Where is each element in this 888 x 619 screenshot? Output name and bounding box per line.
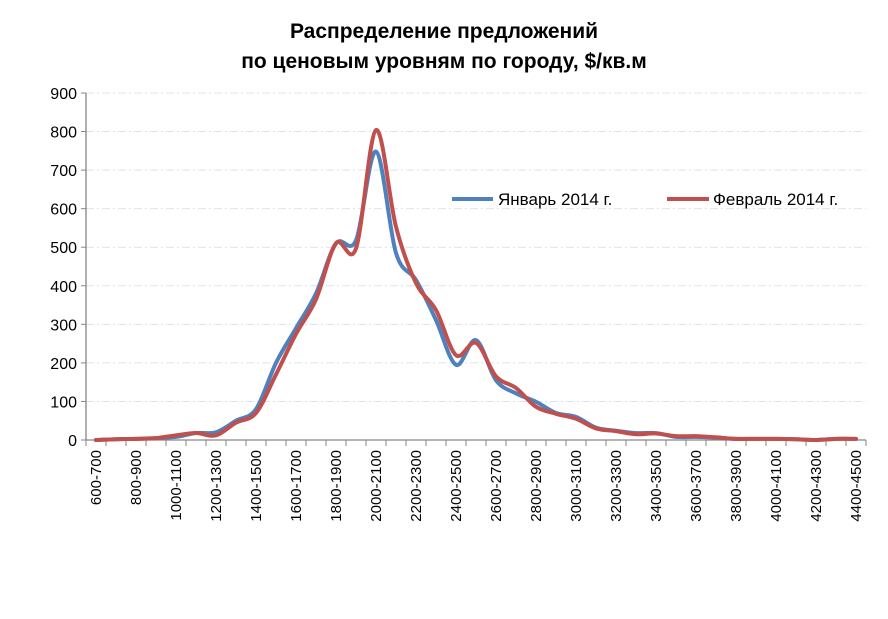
y-tick-label: 800 xyxy=(50,125,77,142)
x-tick-label: 2000-2100 xyxy=(368,450,385,522)
series-lines xyxy=(94,128,858,443)
x-tick-label: 2200-2300 xyxy=(408,450,425,522)
chart-title-line-1: Распределение предложений xyxy=(290,20,598,43)
legend: Январь 2014 г. Февраль 2014 г. xyxy=(452,190,838,209)
x-tick-label: 3000-3100 xyxy=(568,450,585,522)
x-tick-label: 4200-4300 xyxy=(808,450,825,522)
x-axis-ticks: 600-700 800-900 1000-1100 1200-1300 1400-150… xyxy=(85,440,867,522)
y-tick-label: 300 xyxy=(50,317,77,334)
y-tick-label: 600 xyxy=(50,202,77,219)
axes xyxy=(85,93,866,441)
y-axis-ticks: 0 100 200 300 400 500 600 700 800 900 xyxy=(50,86,86,450)
x-tick-label: 3800-3900 xyxy=(728,450,745,522)
x-tick-label: 1600-1700 xyxy=(288,450,305,522)
series-line-february xyxy=(94,128,858,443)
x-tick-label: 1200-1300 xyxy=(208,450,225,522)
x-tick-label: 4000-4100 xyxy=(768,450,785,522)
y-tick-label: 700 xyxy=(50,163,77,180)
y-tick-label: 0 xyxy=(68,433,77,450)
x-tick-label: 1000-1100 xyxy=(168,450,185,521)
y-tick-label: 900 xyxy=(50,86,77,103)
x-tick-label: 3200-3300 xyxy=(608,450,625,522)
x-tick-label: 3600-3700 xyxy=(688,450,705,522)
chart-title-line-2: по ценовым уровням по городу, $/кв.м xyxy=(241,50,647,73)
y-tick-label: 500 xyxy=(50,240,77,257)
x-tick-label: 800-900 xyxy=(128,450,145,505)
x-tick-label: 1400-1500 xyxy=(248,450,265,522)
x-tick-label: 2800-2900 xyxy=(528,450,545,522)
x-tick-label: 600-700 xyxy=(88,450,105,505)
y-tick-label: 200 xyxy=(50,356,77,373)
x-tick-label: 3400-3500 xyxy=(648,450,665,522)
gridlines xyxy=(86,92,866,402)
legend-label-january: Январь 2014 г. xyxy=(498,190,612,209)
y-tick-label: 400 xyxy=(50,279,77,296)
x-tick-label: 2600-2700 xyxy=(488,450,505,522)
x-tick-label: 4400-4500 xyxy=(848,450,865,522)
x-tick-label: 2400-2500 xyxy=(448,450,465,522)
y-tick-label: 100 xyxy=(50,394,77,411)
x-tick-label: 1800-1900 xyxy=(328,450,345,522)
legend-label-february: Февраль 2014 г. xyxy=(713,190,838,209)
